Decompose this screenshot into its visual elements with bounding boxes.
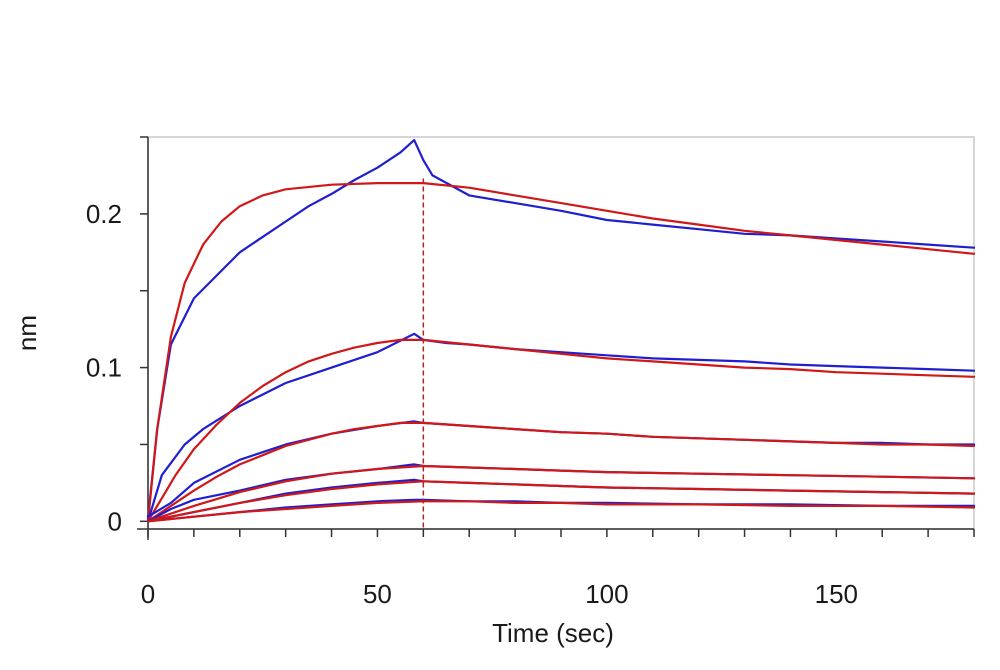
measured-curve-6 [146,463,976,523]
y-axis-title: nm [12,315,42,351]
fit-curve-3 [146,338,976,523]
series-group [146,139,976,523]
x-tick-label: 50 [363,579,392,609]
minor-ticks [140,136,975,537]
fit-curve-11 [146,500,976,523]
x-axis-title: Time (sec) [492,618,614,648]
y-tick-label: 0.2 [86,199,122,229]
y-tick-label: 0.1 [86,353,122,383]
y-tick-label: 0 [108,506,122,536]
fit-curve-1 [146,182,976,523]
x-tick-label: 150 [815,579,858,609]
tick-labels: 0 50 100 150 0 0.1 0.2 [86,199,858,609]
fit-curve-9 [146,480,976,523]
measured-curve-0 [146,139,976,520]
x-tick-label: 100 [585,579,628,609]
fit-curve-7 [146,464,976,523]
measured-curve-2 [146,332,976,523]
x-tick-label: 0 [141,579,155,609]
